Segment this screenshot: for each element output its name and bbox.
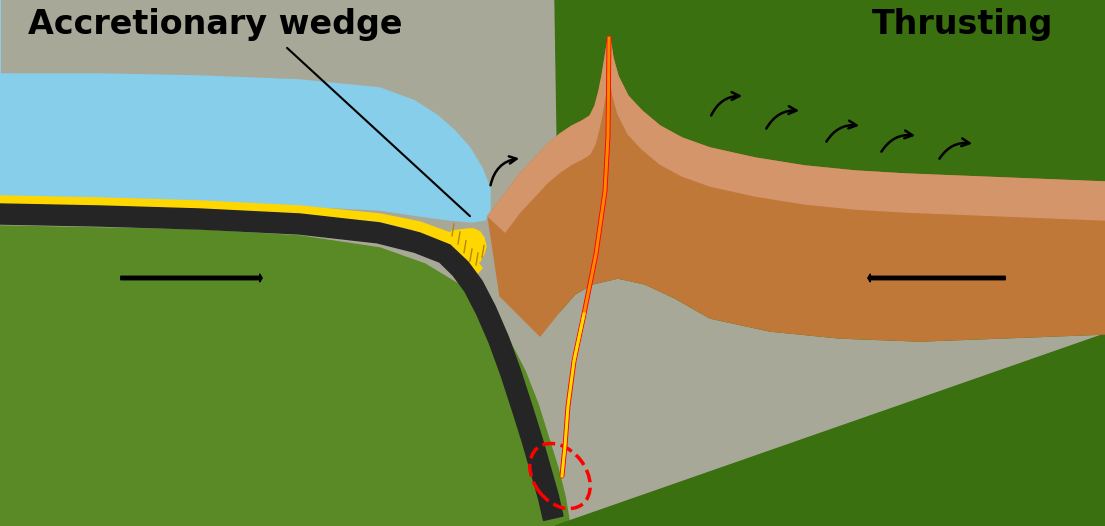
Text: Thrusting: Thrusting <box>872 8 1053 41</box>
Polygon shape <box>450 229 486 266</box>
Polygon shape <box>0 196 482 276</box>
Polygon shape <box>0 204 564 520</box>
Polygon shape <box>488 38 1105 341</box>
Polygon shape <box>488 38 1105 232</box>
Polygon shape <box>0 0 490 222</box>
Polygon shape <box>555 0 1105 526</box>
Polygon shape <box>0 226 570 526</box>
Text: Accretionary wedge: Accretionary wedge <box>28 8 402 41</box>
